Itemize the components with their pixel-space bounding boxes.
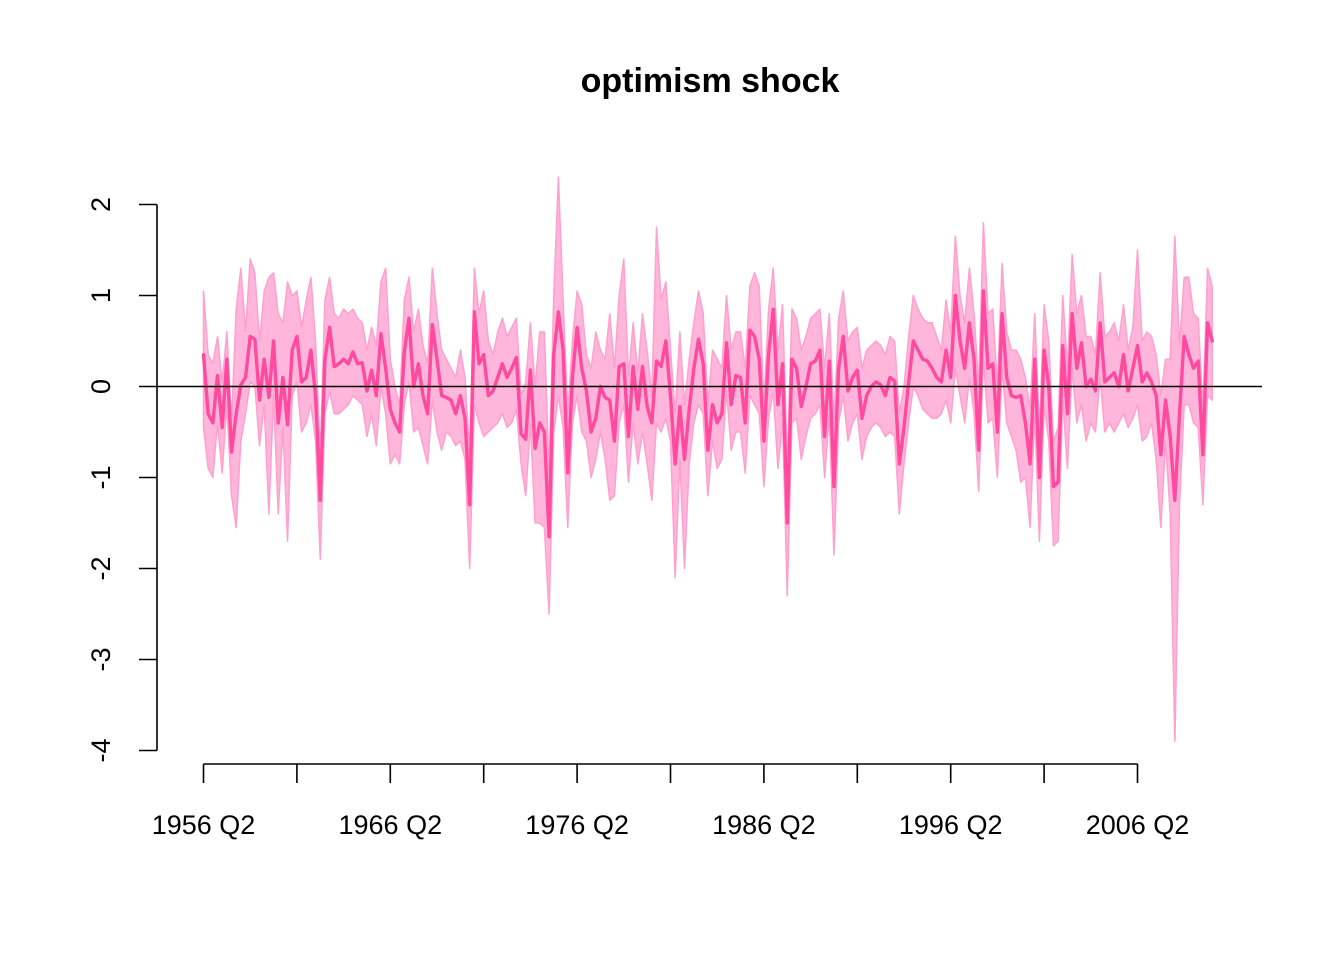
x-tick-label: 1966 Q2 [339,810,443,840]
x-axis: 1956 Q2 1966 Q2 1976 Q2 1986 Q2 1996 Q2 2006 … [152,763,1190,840]
y-tick-label: 2 [86,197,116,212]
x-tick-label: 1996 Q2 [899,810,1003,840]
y-tick-label: 0 [86,379,116,394]
series-line-group [201,289,1214,539]
x-tick-label: 1986 Q2 [712,810,816,840]
x-tick-label: 1956 Q2 [152,810,256,840]
y-tick-label: -4 [86,738,116,762]
x-tick-label: 2006 Q2 [1086,810,1190,840]
confidence-band [202,176,1213,743]
y-tick-label: -2 [86,556,116,580]
y-axis: -4 -3 -2 -1 0 1 2 [86,197,158,763]
y-tick-label: -1 [86,465,116,489]
y-tick-label: -3 [86,647,116,671]
y-tick-label: 1 [86,288,116,303]
x-tick-label: 1976 Q2 [525,810,629,840]
series-line [201,289,1214,539]
chart-title: optimism shock [581,62,840,100]
confidence-band-group [202,176,1213,743]
